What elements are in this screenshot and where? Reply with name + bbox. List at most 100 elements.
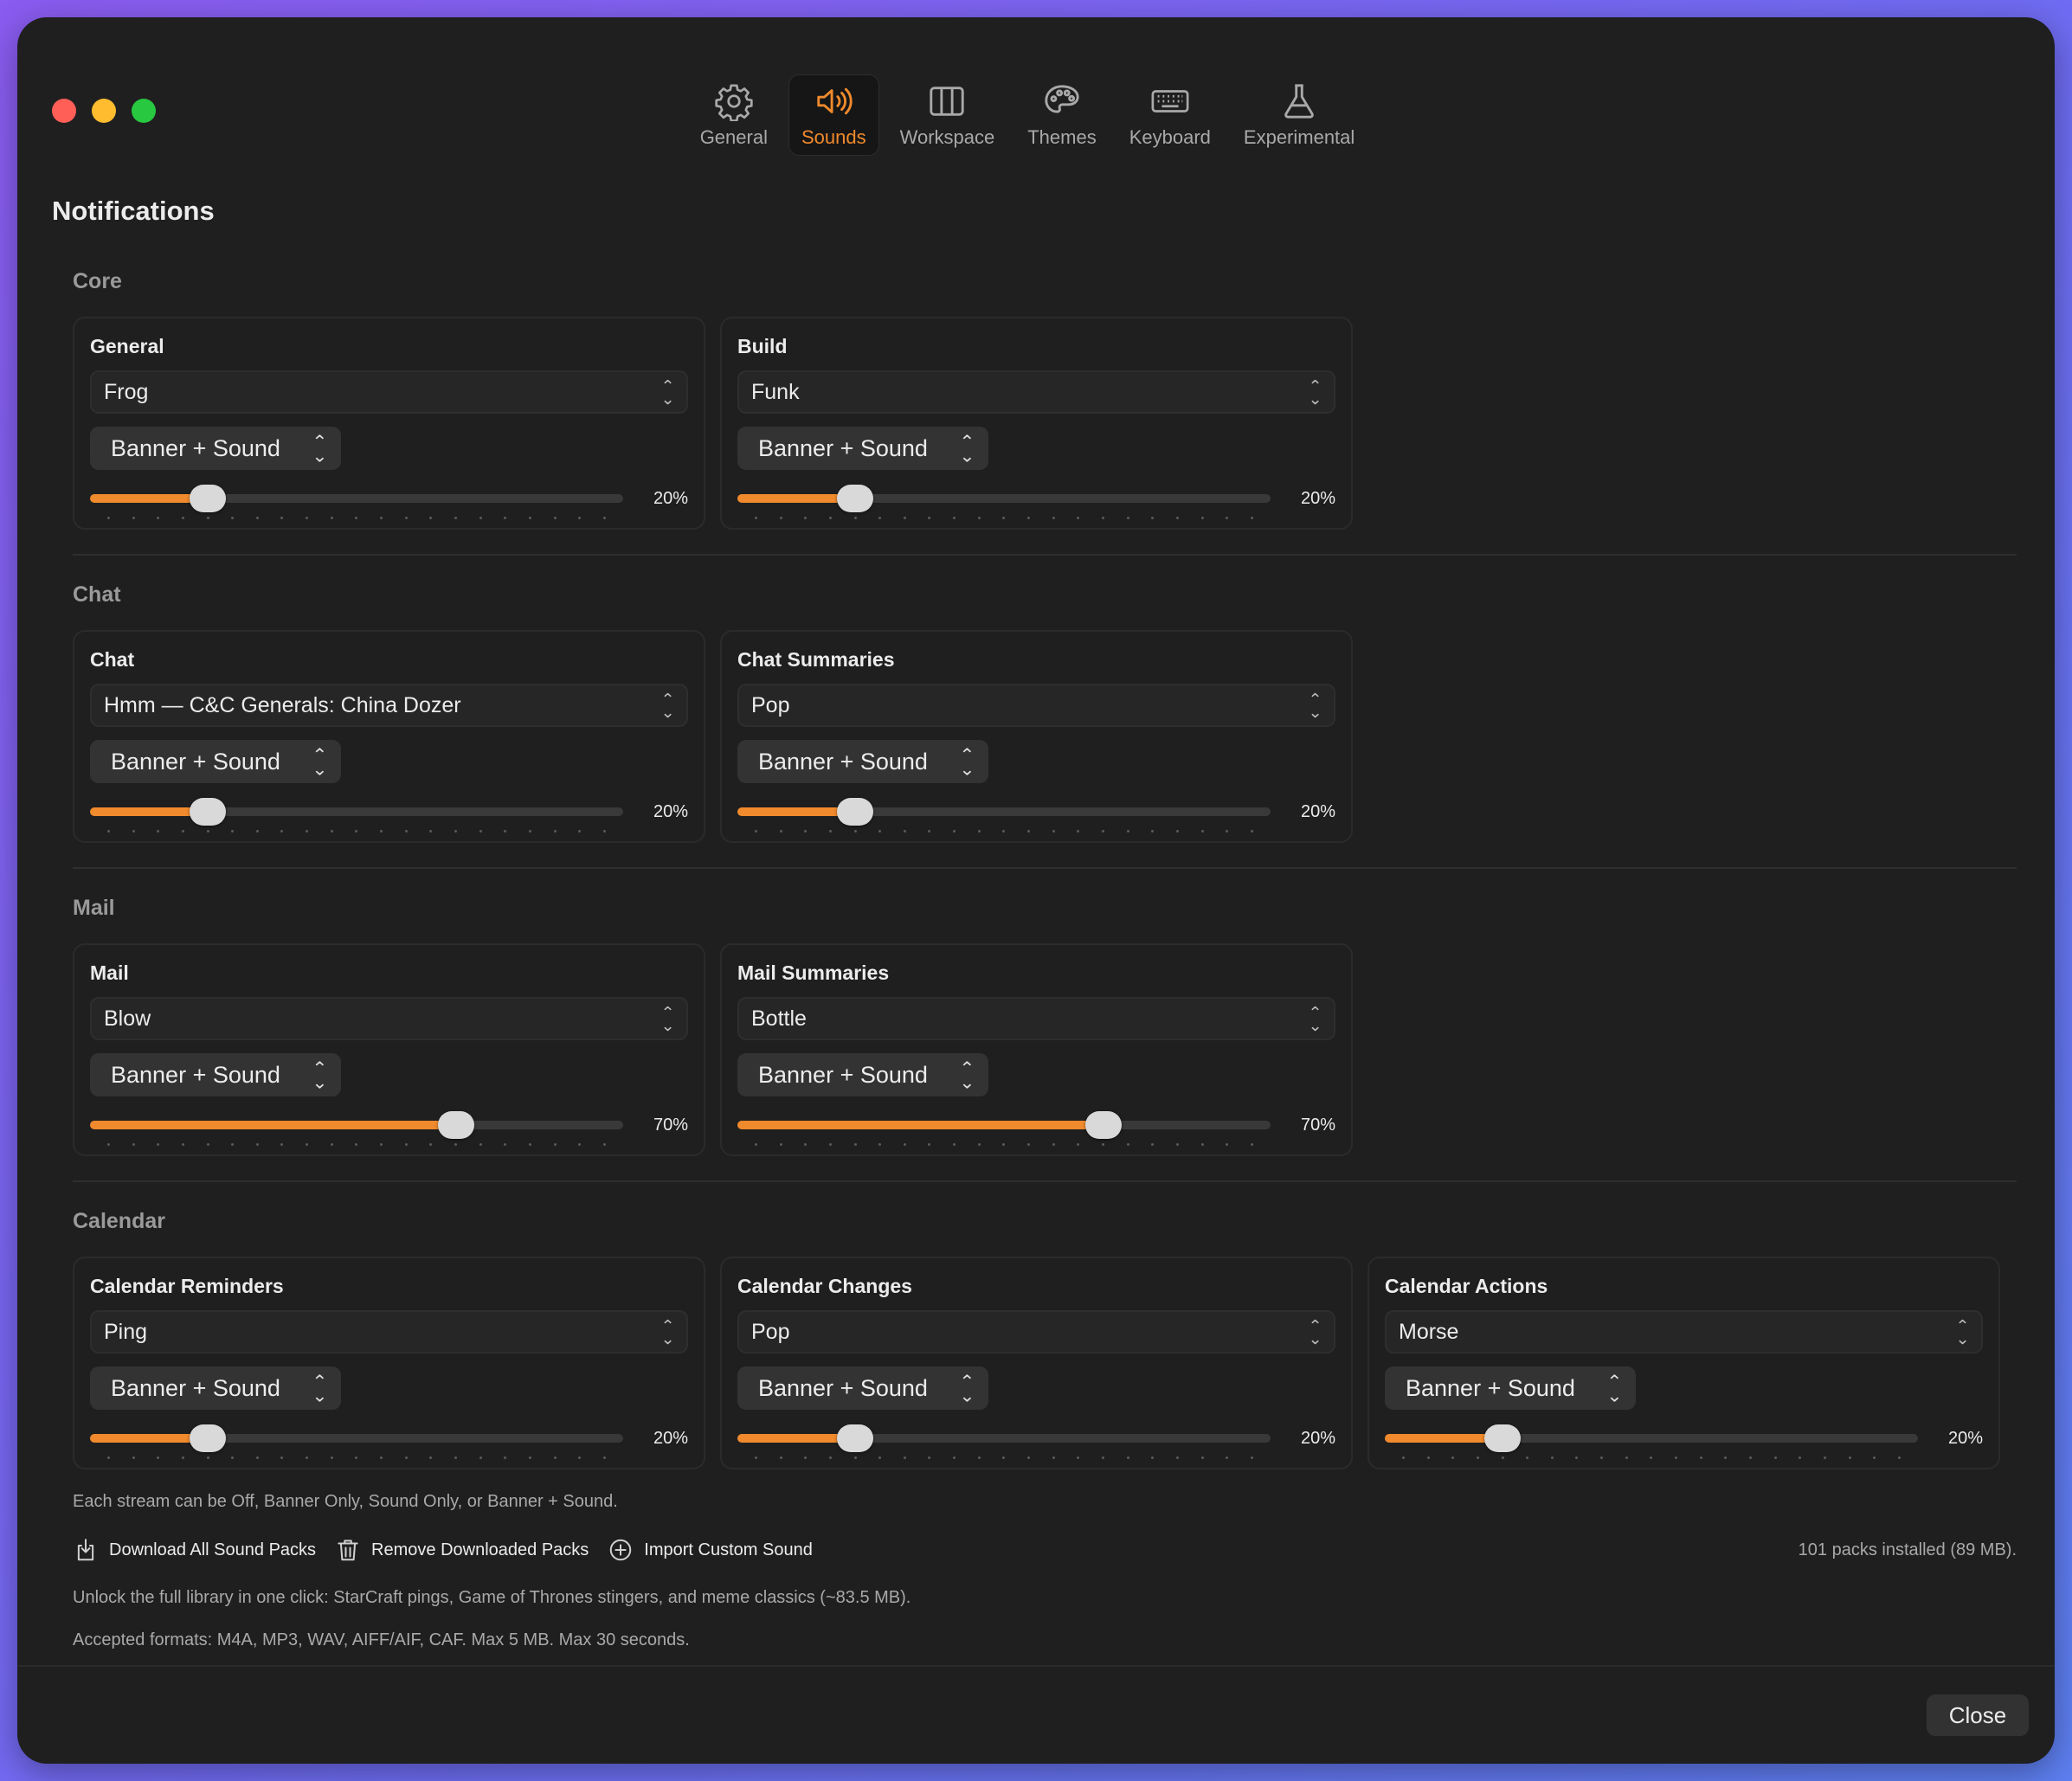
minimize-window-button[interactable] — [92, 99, 116, 123]
slider-tick — [1002, 1143, 1006, 1146]
delivery-mode-value: Banner + Sound — [111, 1374, 280, 1401]
slider-thumb[interactable] — [836, 485, 873, 512]
delivery-mode-popup[interactable]: Banner + Sound ⌃ ⌃ — [90, 427, 341, 470]
download-packs-button[interactable]: Download All Sound Packs — [73, 1537, 316, 1563]
sound-select[interactable]: Frog ⌃ ⌃ — [90, 370, 688, 414]
tab-experimental[interactable]: Experimental — [1232, 74, 1367, 156]
slider-thumb[interactable] — [836, 798, 873, 826]
slider-thumb[interactable] — [189, 1424, 226, 1452]
volume-value: 20% — [1300, 801, 1335, 821]
slider-track — [90, 494, 623, 503]
chevron-updown-icon: ⌃ ⌃ — [959, 1059, 975, 1090]
volume-slider[interactable] — [90, 1110, 623, 1146]
volume-slider[interactable] — [90, 797, 623, 833]
slider-tick — [1897, 1456, 1901, 1459]
chevron-updown-icon: ⌃ ⌃ — [660, 691, 675, 720]
remove-packs-button[interactable]: Remove Downloaded Packs — [335, 1537, 589, 1563]
tab-general[interactable]: General — [688, 74, 780, 156]
close-button[interactable]: Close — [1927, 1694, 2029, 1736]
tab-keyboard[interactable]: Keyboard — [1117, 74, 1223, 156]
slider-tick — [231, 830, 235, 833]
volume-slider[interactable] — [1385, 1424, 1918, 1459]
slider-fill — [90, 1434, 208, 1443]
volume-slider[interactable] — [737, 1424, 1271, 1459]
slider-fill — [737, 494, 855, 503]
slider-tick — [1101, 1143, 1104, 1146]
slider-tick — [1724, 1456, 1728, 1459]
sound-select-value: Pop — [751, 1319, 790, 1344]
slider-tick — [255, 1456, 259, 1459]
slider-ticks — [755, 830, 1253, 833]
slider-tick — [828, 1456, 832, 1459]
sound-select-value: Morse — [1399, 1319, 1459, 1344]
slider-tick — [553, 1456, 557, 1459]
slider-tick — [1052, 830, 1055, 833]
slider-thumb[interactable] — [1483, 1424, 1521, 1452]
volume-slider[interactable] — [90, 1424, 623, 1459]
tab-label: Keyboard — [1129, 126, 1211, 148]
zoom-window-button[interactable] — [132, 99, 156, 123]
slider-fill — [1385, 1434, 1503, 1443]
sound-select[interactable]: Morse ⌃ ⌃ — [1385, 1310, 1983, 1353]
slider-thumb[interactable] — [437, 1111, 474, 1139]
slider-tick — [280, 517, 284, 519]
remove-label: Remove Downloaded Packs — [371, 1540, 589, 1559]
delivery-mode-value: Banner + Sound — [111, 434, 280, 461]
tab-sounds[interactable]: Sounds — [788, 74, 879, 156]
slider-tick — [1151, 517, 1155, 519]
volume-slider[interactable] — [737, 797, 1271, 833]
delivery-mode-popup[interactable]: Banner + Sound ⌃ ⌃ — [1385, 1366, 1636, 1410]
slider-tick — [404, 1456, 408, 1459]
sound-select[interactable]: Hmm — C&C Generals: China Dozer ⌃ ⌃ — [90, 684, 688, 727]
slider-thumb[interactable] — [189, 798, 226, 826]
slider-thumb[interactable] — [1084, 1111, 1122, 1139]
delivery-mode-popup[interactable]: Banner + Sound ⌃ ⌃ — [90, 1366, 341, 1410]
slider-thumb[interactable] — [836, 1424, 873, 1452]
delivery-mode-popup[interactable]: Banner + Sound ⌃ ⌃ — [90, 740, 341, 783]
sound-select[interactable]: Blow ⌃ ⌃ — [90, 997, 688, 1040]
slider-tick — [132, 1456, 135, 1459]
delivery-mode-popup[interactable]: Banner + Sound ⌃ ⌃ — [737, 427, 988, 470]
trash-icon — [338, 1540, 358, 1561]
volume-slider[interactable] — [737, 1110, 1271, 1146]
slider-ticks — [755, 517, 1253, 520]
slider-tick — [953, 1456, 956, 1459]
slider-tick — [553, 1143, 557, 1146]
notification-card: Calendar Reminders Ping ⌃ ⌃ Banner + Soun… — [73, 1257, 705, 1469]
delivery-mode-popup[interactable]: Banner + Sound ⌃ ⌃ — [737, 1053, 988, 1096]
slider-tick — [878, 1456, 882, 1459]
sound-select[interactable]: Bottle ⌃ ⌃ — [737, 997, 1335, 1040]
slider-tick — [355, 1143, 358, 1146]
delivery-mode-popup[interactable]: Banner + Sound ⌃ ⌃ — [737, 1366, 988, 1410]
slider-tick — [804, 517, 808, 519]
slider-tick — [330, 517, 333, 519]
slider-tick — [107, 517, 110, 519]
import-sound-button[interactable]: Import Custom Sound — [608, 1537, 813, 1563]
volume-slider[interactable] — [90, 484, 623, 519]
slider-thumb[interactable] — [189, 485, 226, 512]
slider-tick — [206, 1143, 209, 1146]
slider-tick — [1101, 830, 1104, 833]
close-window-button[interactable] — [52, 99, 76, 123]
card-title: Chat Summaries — [737, 648, 895, 671]
tab-themes[interactable]: Themes — [1015, 74, 1108, 156]
sound-select[interactable]: Pop ⌃ ⌃ — [737, 684, 1335, 727]
slider-tick — [853, 1456, 857, 1459]
slider-fill — [90, 494, 208, 503]
sound-select[interactable]: Funk ⌃ ⌃ — [737, 370, 1335, 414]
volume-slider[interactable] — [737, 484, 1271, 519]
slider-tick — [804, 1143, 808, 1146]
delivery-mode-popup[interactable]: Banner + Sound ⌃ ⌃ — [90, 1053, 341, 1096]
sound-select[interactable]: Pop ⌃ ⌃ — [737, 1310, 1335, 1353]
slider-tick — [107, 1143, 110, 1146]
delivery-mode-popup[interactable]: Banner + Sound ⌃ ⌃ — [737, 740, 988, 783]
card-row: Chat Hmm — C&C Generals: China Dozer ⌃ ⌃ … — [73, 630, 2017, 843]
slider-tick — [804, 830, 808, 833]
delivery-mode-value: Banner + Sound — [758, 748, 928, 775]
slider-tick — [255, 517, 259, 519]
sound-select[interactable]: Ping ⌃ ⌃ — [90, 1310, 688, 1353]
sound-select-value: Funk — [751, 379, 800, 404]
slider-tick — [380, 1143, 383, 1146]
tab-workspace[interactable]: Workspace — [888, 74, 1007, 156]
sound-select-value: Blow — [104, 1006, 151, 1031]
